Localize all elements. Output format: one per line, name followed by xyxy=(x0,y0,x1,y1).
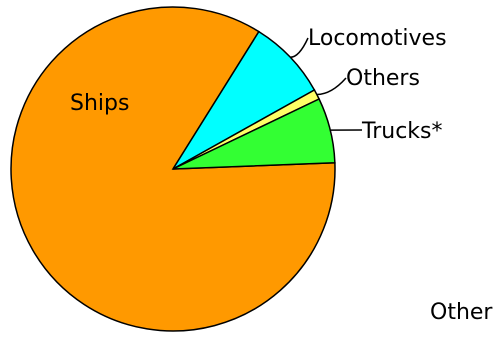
leader-line-others xyxy=(317,78,346,94)
slice-label-trucks: Trucks* xyxy=(361,119,443,144)
slice-label-locomotives: Locomotives xyxy=(308,26,447,51)
slice-label-ships: Ships xyxy=(70,91,129,116)
slice-label-others: Others xyxy=(346,66,420,91)
pie-slices xyxy=(11,7,335,331)
clipped-other-label: Other xyxy=(430,300,492,325)
leader-line-locomotives xyxy=(290,38,308,57)
